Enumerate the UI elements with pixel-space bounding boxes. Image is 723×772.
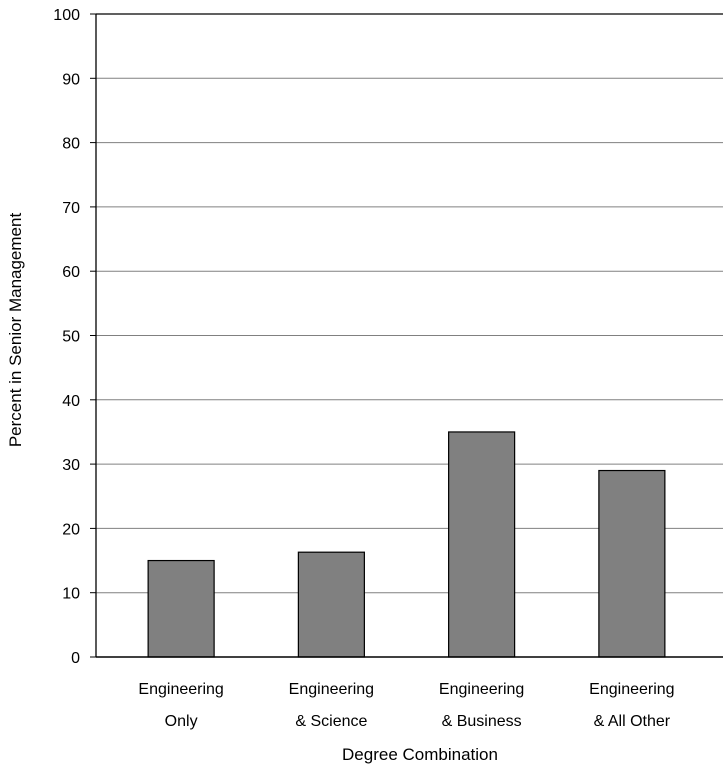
- y-tick-label: 80: [62, 136, 80, 153]
- y-tick-label: 70: [62, 200, 80, 217]
- y-tick-label: 0: [71, 650, 80, 667]
- x-category-label: Engineering: [138, 681, 223, 698]
- y-axis-label: Percent in Senior Management: [6, 213, 25, 448]
- y-tick-label: 50: [62, 329, 80, 346]
- y-tick-label: 90: [62, 71, 80, 88]
- x-category-label: & Science: [295, 713, 367, 730]
- y-tick-label: 100: [53, 7, 80, 24]
- x-category-label: Engineering: [439, 681, 524, 698]
- y-tick-label: 40: [62, 393, 80, 410]
- x-axis-label: Degree Combination: [342, 745, 498, 764]
- y-tick-label: 10: [62, 586, 80, 603]
- x-category-label: & All Other: [594, 713, 671, 730]
- bar: [448, 431, 516, 658]
- y-tick-label: 20: [62, 521, 80, 538]
- x-category-labels: Engineering Only Engineering & Science Engin…: [138, 681, 674, 730]
- grid-lines: [96, 13, 723, 594]
- x-category-label: & Business: [442, 713, 522, 730]
- bar: [147, 559, 215, 658]
- bar: [598, 469, 666, 658]
- y-tick-labels: 0 10 20 30 40 50 60 70 80 90 100: [53, 7, 96, 667]
- x-category-label: Only: [165, 713, 198, 730]
- y-tick-label: 30: [62, 457, 80, 474]
- bar: [297, 551, 365, 658]
- y-tick-label: 60: [62, 264, 80, 281]
- x-category-label: Engineering: [289, 681, 374, 698]
- x-category-label: Engineering: [589, 681, 674, 698]
- bars: [147, 431, 666, 658]
